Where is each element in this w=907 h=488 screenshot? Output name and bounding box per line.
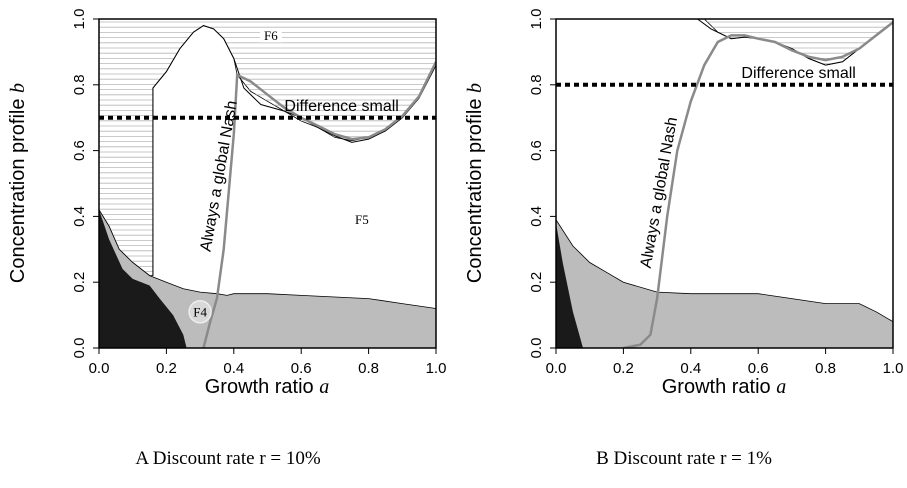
global-nash-label: Always a global Nash bbox=[198, 99, 241, 253]
y-axis-ticks: 0.0 0.2 0.4 0.6 0.8 1.0 bbox=[71, 9, 99, 359]
x-tick-label: 0.0 bbox=[546, 360, 567, 377]
x-axis-ticks: 0.0 0.2 0.4 0.6 0.8 1.0 bbox=[546, 348, 904, 377]
y-axis-ticks: 0.0 0.2 0.4 0.6 0.8 1.0 bbox=[528, 9, 556, 359]
y-tick-label: 1.0 bbox=[71, 9, 88, 30]
x-axis-label: Growth ratio a bbox=[662, 376, 787, 398]
plot-frame bbox=[555, 18, 894, 349]
x-tick-label: 0.8 bbox=[815, 360, 836, 377]
region-label-f5: F5 bbox=[355, 212, 369, 227]
y-axis-label: Concentration profile b bbox=[7, 83, 29, 283]
plot-frame bbox=[98, 18, 437, 349]
panel-b: Difference small Always a global Nash 0.… bbox=[464, 9, 903, 469]
y-tick-label: 0.6 bbox=[528, 140, 545, 161]
hatched-region bbox=[99, 19, 436, 277]
y-tick-label: 0.4 bbox=[528, 206, 545, 227]
x-axis-label: Growth ratio a bbox=[205, 376, 330, 398]
y-tick-label: 0.0 bbox=[528, 338, 545, 359]
global-nash-curve bbox=[623, 21, 893, 348]
panel-caption: A Discount rate r = 10% bbox=[135, 448, 321, 469]
svg-text:F4: F4 bbox=[193, 304, 207, 319]
x-axis-ticks: 0.0 0.2 0.4 0.6 0.8 1.0 bbox=[89, 348, 447, 377]
global-nash-label: Always a global Nash bbox=[638, 116, 681, 270]
y-tick-label: 0.2 bbox=[71, 272, 88, 293]
black-region bbox=[99, 209, 187, 348]
x-tick-label: 0.2 bbox=[156, 360, 177, 377]
panel-a: Difference small Always a global Nash F4… bbox=[7, 9, 446, 469]
x-tick-label: 0.0 bbox=[89, 360, 110, 377]
y-tick-label: 1.0 bbox=[528, 9, 545, 30]
x-tick-label: 0.2 bbox=[613, 360, 634, 377]
y-tick-label: 0.4 bbox=[71, 206, 88, 227]
x-tick-label: 1.0 bbox=[426, 360, 447, 377]
svg-text:F6: F6 bbox=[264, 28, 278, 43]
x-tick-label: 0.6 bbox=[748, 360, 769, 377]
y-axis-label: Concentration profile b bbox=[464, 83, 486, 283]
y-tick-label: 0.8 bbox=[71, 74, 88, 95]
y-tick-label: 0.6 bbox=[71, 140, 88, 161]
y-tick-label: 0.0 bbox=[71, 338, 88, 359]
black-region bbox=[556, 223, 583, 348]
y-tick-label: 0.2 bbox=[528, 272, 545, 293]
hatched-region bbox=[703, 19, 893, 66]
x-tick-label: 0.8 bbox=[358, 360, 379, 377]
gray-region bbox=[99, 209, 436, 348]
difference-small-label: Difference small bbox=[284, 98, 398, 115]
y-tick-label: 0.8 bbox=[528, 74, 545, 95]
x-tick-label: 1.0 bbox=[883, 360, 904, 377]
global-nash-curve bbox=[202, 61, 436, 348]
difference-small-label: Difference small bbox=[741, 65, 855, 82]
gray-region bbox=[556, 218, 893, 348]
region-boundary-line bbox=[152, 25, 436, 276]
region-label-f6: F6 bbox=[259, 28, 282, 43]
x-tick-label: 0.6 bbox=[291, 360, 312, 377]
x-tick-label: 0.4 bbox=[680, 360, 701, 377]
panel-caption: B Discount rate r = 1% bbox=[596, 448, 772, 469]
region-label-f4: F4 bbox=[188, 300, 212, 324]
x-tick-label: 0.4 bbox=[223, 360, 244, 377]
